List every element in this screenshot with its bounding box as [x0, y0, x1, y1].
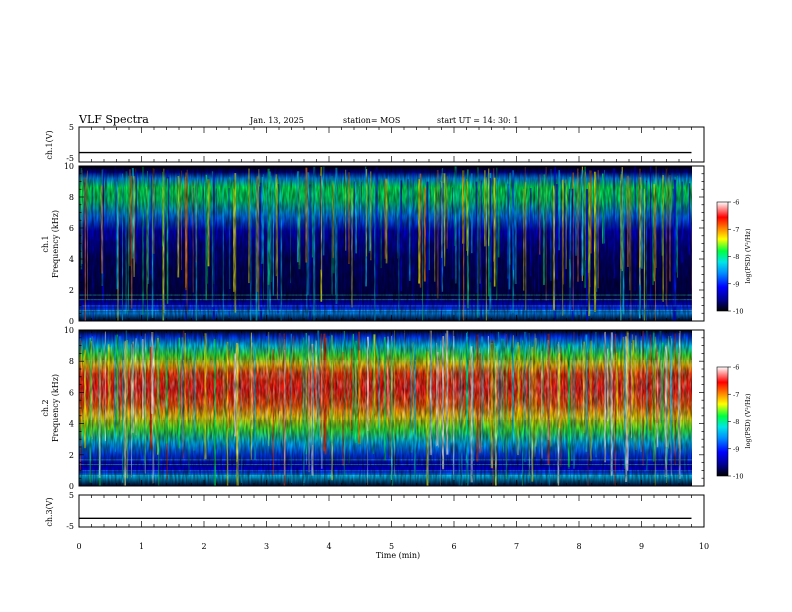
ch2-spectrogram-panel: ch.2 Frequency (kHz) 0 2 4 6 8 10 -6 -7 -8 -9 -10… [41, 326, 752, 491]
x-tick-label: 1 [139, 542, 144, 551]
x-tick-label: 10 [699, 542, 709, 551]
x-tick-label: 9 [639, 542, 644, 551]
colorbar-tick-label: -7 [733, 226, 739, 234]
ch3-ytick-minus5: -5 [66, 522, 74, 531]
ch2-spectrogram-ylabel-frequency: Frequency (kHz) [51, 374, 60, 442]
ch1-spectrogram-ylabel-frequency: Frequency (kHz) [51, 210, 60, 278]
ch1-colorbar-label: log(PSD) (V²/Hz) [744, 228, 752, 283]
x-tick-label: 5 [389, 542, 394, 551]
colorbar-tick-label: -10 [733, 473, 743, 481]
header-station: station= MOS [343, 116, 400, 125]
ch2-colorbar-label: log(PSD) (V²/Hz) [744, 393, 752, 448]
x-tick-label: 6 [451, 542, 456, 551]
colorbar-tick-label: -7 [733, 391, 739, 399]
y-tick-label: 10 [64, 162, 74, 171]
y-tick-label: 0 [69, 482, 74, 491]
ch2-spectrogram [79, 330, 692, 486]
ch2-colorbar [716, 366, 729, 477]
header-start-time: start UT = 14: 30: 1 [437, 116, 518, 125]
colorbar-tick-label: -8 [733, 253, 739, 261]
ch1-colorbar [716, 201, 729, 312]
colorbar-tick-label: -8 [733, 418, 739, 426]
ch1-ytick-5: 5 [69, 123, 74, 132]
ch2-spectrogram-ylabel-channel: ch.2 [41, 399, 50, 416]
x-tick-label: 3 [264, 542, 269, 551]
colorbar-tick-label: -6 [733, 364, 739, 372]
y-tick-label: 6 [69, 224, 74, 233]
colorbar-tick-label: -6 [733, 199, 739, 207]
ch1-spectrogram-panel: ch.1 Frequency (kHz) 0 2 4 6 8 10 -6 -7 -8 -9 -10… [41, 162, 752, 326]
colorbar-tick-label: -9 [733, 445, 739, 453]
x-tick-labels: 0 1 2 3 4 5 6 7 8 9 10 [76, 542, 709, 551]
x-tick-label: 4 [326, 542, 331, 551]
x-axis-label: Time (min) [376, 551, 420, 560]
ch3-voltage-panel: 5 -5 ch.3(V) [45, 491, 705, 531]
ch1-spectrogram-ylabel-channel: ch.1 [41, 235, 50, 252]
ch1-ytick-minus5: -5 [66, 154, 74, 163]
y-tick-label: 2 [69, 286, 74, 295]
x-tick-label: 0 [76, 542, 81, 551]
colorbar-tick-label: -9 [733, 280, 739, 288]
ch1-spectrogram [79, 166, 692, 321]
x-tick-label: 8 [576, 542, 581, 551]
y-tick-label: 8 [69, 193, 74, 202]
x-tick-label: 7 [514, 542, 519, 551]
y-tick-label: 0 [69, 317, 74, 326]
x-tick-label: 2 [201, 542, 206, 551]
y-tick-label: 10 [64, 326, 74, 335]
ch3-voltage-ylabel: ch.3(V) [45, 497, 54, 526]
y-tick-label: 6 [69, 388, 74, 397]
ch1-voltage-panel: 5 -5 ch.1(V) [45, 123, 705, 163]
ch1-voltage-ylabel: ch.1(V) [45, 130, 54, 159]
y-tick-label: 2 [69, 451, 74, 460]
colorbar-tick-label: -10 [733, 308, 743, 316]
y-tick-label: 8 [69, 357, 74, 366]
figure-title: VLF Spectra [78, 113, 149, 126]
y-tick-label: 4 [69, 420, 74, 429]
y-tick-label: 4 [69, 255, 74, 264]
header-date: Jan. 13, 2025 [249, 116, 304, 125]
ch3-ytick-5: 5 [69, 491, 74, 500]
